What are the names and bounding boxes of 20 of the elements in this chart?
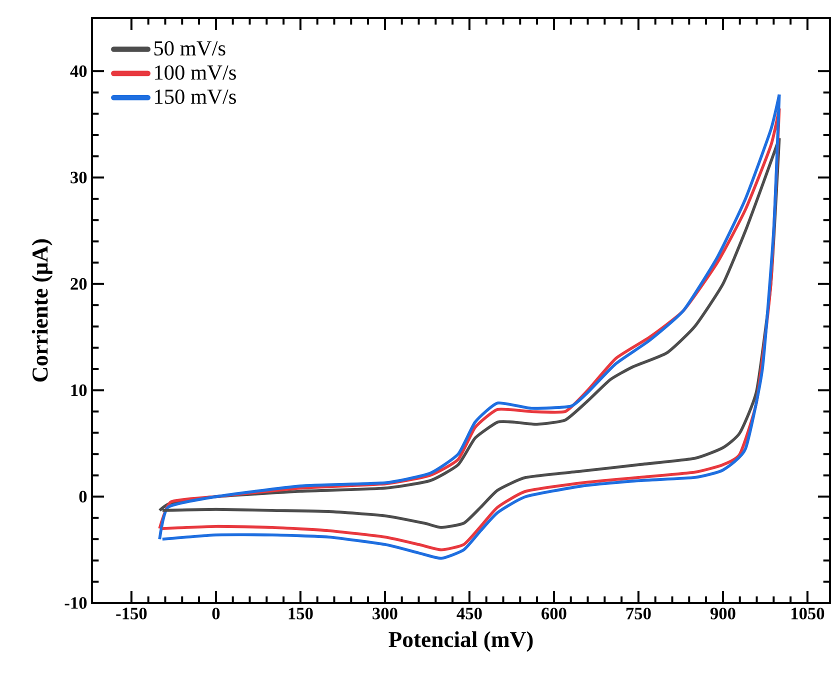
x-tick-label: -150	[116, 608, 147, 620]
legend-label: 100 mV/s	[155, 65, 236, 80]
y-tick-label: 10	[71, 384, 87, 396]
x-tick-label: 900	[710, 608, 736, 620]
y-tick-label: 20	[70, 278, 87, 290]
legend-label: 50 mV/s	[154, 41, 226, 56]
y-tick-label: 40	[70, 65, 87, 78]
x-tick-label: 750	[626, 608, 651, 620]
y-tick-label: 0	[79, 490, 87, 502]
x-tick-label: 300	[372, 608, 398, 620]
x-tick-label: 1050	[792, 608, 824, 620]
y-tick-label: -10	[64, 597, 87, 609]
x-axis-title: Potencial (mV)	[388, 631, 533, 652]
legend-label: 150 mV/s	[155, 90, 236, 104]
y-tick-label: 30	[70, 172, 87, 184]
x-tick-label: 600	[542, 608, 566, 620]
x-tick-label: 150	[288, 608, 313, 620]
x-tick-label: 0	[212, 608, 220, 620]
y-axis-title: Corriente (μA)	[32, 239, 52, 382]
x-tick-label: 450	[456, 608, 482, 620]
